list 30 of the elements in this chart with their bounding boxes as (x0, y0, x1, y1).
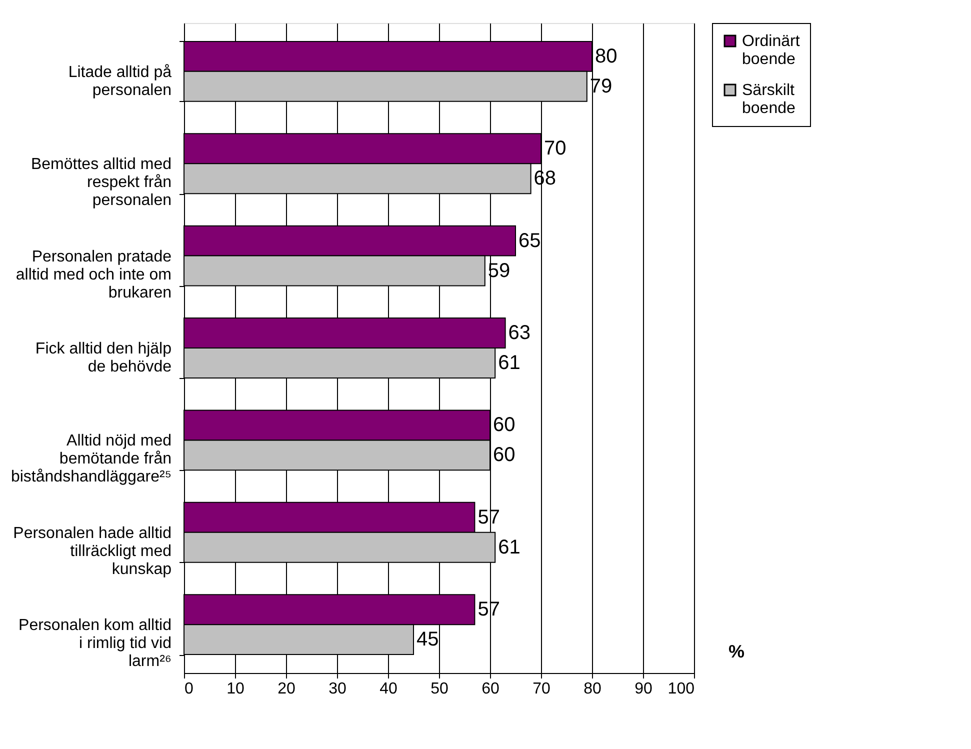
x-tick-label: 50 (430, 680, 448, 698)
x-tick-label: 90 (634, 680, 652, 698)
x-axis-title: % (728, 642, 744, 662)
data-label: 61 (498, 352, 520, 374)
x-tick-label: 100 (668, 680, 695, 698)
y-tick-label: Bemöttes alltid med respekt från personalen (30, 156, 172, 210)
data-label: 60 (493, 414, 516, 436)
y-tick-label: Personalen pratade alltid med och inte om brukaren (16, 248, 172, 302)
data-label: 63 (508, 322, 531, 344)
y-tick-label: Litade alltid på personalen (68, 64, 172, 99)
data-label: 70 (544, 138, 566, 160)
y-tick-label: Fick alltid den hjälp de behövde (35, 340, 172, 376)
data-label: 80 (595, 45, 618, 68)
x-tick-label: 40 (380, 680, 398, 698)
legend-label: Särskilt boende (742, 82, 796, 117)
y-tick-label: Alltid nöjd med bemötande från biståndshandläggare²⁵ (10, 432, 172, 486)
data-label: 60 (493, 444, 516, 466)
data-label: 45 (416, 628, 439, 651)
legend-label: Ordinärt boende (742, 33, 800, 68)
x-tick-label: 60 (482, 680, 500, 698)
x-tick-label: 20 (278, 680, 296, 698)
x-tick-label: 10 (226, 680, 244, 698)
y-tick-label: Personalen hade alltid tillräckligt med kunskap (13, 524, 172, 578)
x-tick-label: 80 (584, 680, 602, 698)
x-tick-label: 70 (532, 680, 550, 698)
data-label: 65 (518, 230, 541, 252)
x-tick-label: 0 (184, 680, 194, 698)
data-label: 61 (498, 536, 520, 558)
x-tick-label: 30 (328, 680, 346, 698)
y-tick-label: Personalen kom alltid i rimlig tid vid larm²⁶ (18, 617, 172, 670)
